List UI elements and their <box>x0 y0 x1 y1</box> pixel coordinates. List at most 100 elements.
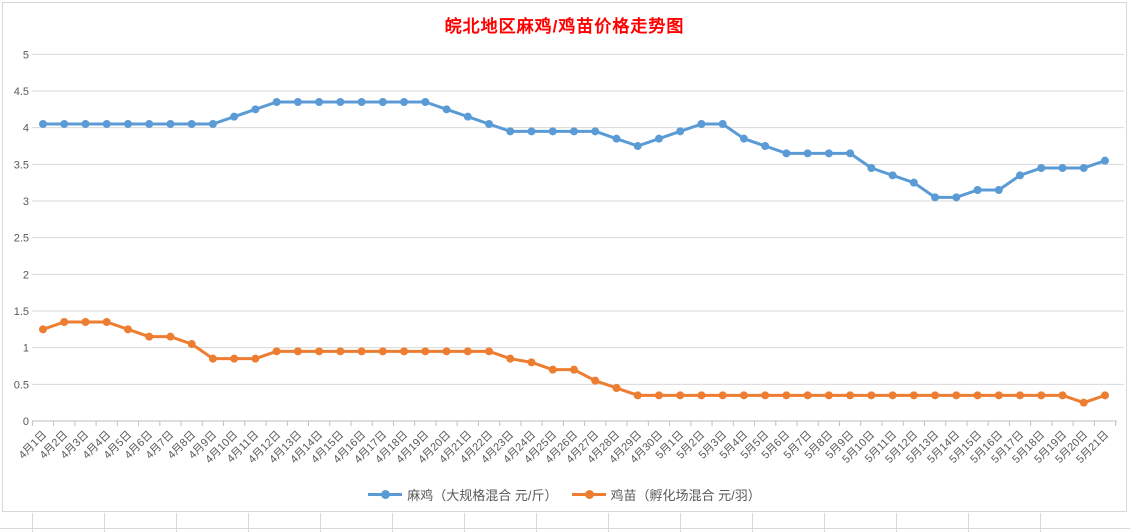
data-point <box>60 120 69 129</box>
data-point <box>739 391 748 400</box>
data-point <box>145 120 154 129</box>
data-point <box>506 354 515 363</box>
data-point <box>145 332 154 341</box>
price-trend-chart-object[interactable]: 皖北地区麻鸡/鸡苗价格走势图 0 0.5 1 1.5 2 2.5 3 3.5 4 4.5 5 4月1… <box>2 2 1127 512</box>
data-point <box>293 98 302 107</box>
data-point <box>612 384 621 393</box>
data-point <box>378 98 387 107</box>
data-point <box>102 318 111 327</box>
data-point <box>888 171 897 180</box>
data-point <box>952 391 961 400</box>
data-point <box>761 391 770 400</box>
data-point <box>909 178 918 187</box>
data-point <box>272 347 281 356</box>
data-point <box>718 120 727 129</box>
data-point <box>442 105 451 114</box>
data-point <box>166 332 175 341</box>
data-point <box>81 120 90 129</box>
legend-item-jimiao: 鸡苗（孵化场混合 元/羽） <box>571 485 761 504</box>
data-point <box>570 365 578 374</box>
svg-text:1.5: 1.5 <box>14 306 29 318</box>
data-point <box>251 354 260 363</box>
data-point <box>888 391 897 400</box>
data-point <box>39 120 47 129</box>
data-point <box>591 127 600 136</box>
data-point <box>718 391 727 400</box>
svg-text:5: 5 <box>23 49 29 61</box>
data-point <box>39 325 47 334</box>
data-point <box>60 318 69 327</box>
data-point <box>612 134 621 143</box>
data-point <box>208 354 217 363</box>
data-point <box>421 98 430 107</box>
data-point <box>591 376 600 385</box>
data-point <box>846 149 855 158</box>
data-point <box>357 347 366 356</box>
data-point <box>973 391 982 400</box>
gridlines <box>32 53 1124 385</box>
data-point <box>676 127 685 136</box>
data-point <box>1101 156 1109 165</box>
data-point <box>909 391 918 400</box>
data-point <box>803 391 812 400</box>
data-point <box>527 127 536 136</box>
data-point <box>463 112 472 121</box>
maji-series-marker-icon <box>368 490 403 499</box>
svg-text:3.5: 3.5 <box>14 159 29 171</box>
data-point <box>1037 164 1046 173</box>
data-point <box>973 186 982 195</box>
jimiao-series-marker-icon <box>571 490 606 499</box>
data-point <box>548 127 557 136</box>
data-point <box>442 347 451 356</box>
data-point <box>166 120 175 129</box>
data-point <box>123 325 132 334</box>
data-point <box>846 391 855 400</box>
svg-text:2: 2 <box>23 269 29 281</box>
data-point <box>400 98 409 107</box>
svg-text:3: 3 <box>23 196 29 208</box>
data-point <box>123 120 132 129</box>
data-point <box>230 354 239 363</box>
data-point <box>485 347 494 356</box>
data-point <box>1079 164 1088 173</box>
data-point <box>230 112 239 121</box>
data-point <box>102 120 111 129</box>
chart-title: 皖北地区麻鸡/鸡苗价格走势图 <box>444 17 685 36</box>
data-point <box>1058 391 1067 400</box>
y-axis-labels: 0 0.5 1 1.5 2 2.5 3 3.5 4 4.5 5 <box>14 49 29 428</box>
data-point <box>633 142 642 151</box>
data-point <box>1016 391 1025 400</box>
data-point <box>187 340 196 349</box>
data-point <box>867 391 876 400</box>
legend-item-maji: 麻鸡（大规格混合 元/斤） <box>368 485 558 504</box>
data-point <box>357 98 366 107</box>
data-point <box>315 98 324 107</box>
data-point <box>1101 391 1109 400</box>
data-point <box>1016 171 1025 180</box>
svg-text:1: 1 <box>23 343 29 355</box>
data-point <box>994 186 1003 195</box>
data-point <box>208 120 217 129</box>
legend-label-jimiao: 鸡苗（孵化场混合 元/羽） <box>610 488 761 503</box>
series-1-line <box>41 320 1107 405</box>
data-point <box>293 347 302 356</box>
svg-text:4.5: 4.5 <box>14 86 29 98</box>
data-point <box>463 347 472 356</box>
data-point <box>803 149 812 158</box>
data-point <box>400 347 409 356</box>
svg-text:0.5: 0.5 <box>14 379 29 391</box>
series-1-markers <box>39 318 1109 407</box>
data-point <box>931 391 940 400</box>
data-point <box>187 120 196 129</box>
x-axis <box>31 420 1117 426</box>
data-point <box>654 391 663 400</box>
data-point <box>272 98 281 107</box>
data-point <box>782 149 791 158</box>
spreadsheet-cells-row <box>0 513 1130 529</box>
data-point <box>676 391 685 400</box>
data-point <box>251 105 260 114</box>
data-point <box>633 391 642 400</box>
data-point <box>548 365 557 374</box>
data-point <box>697 391 706 400</box>
data-point <box>81 318 90 327</box>
